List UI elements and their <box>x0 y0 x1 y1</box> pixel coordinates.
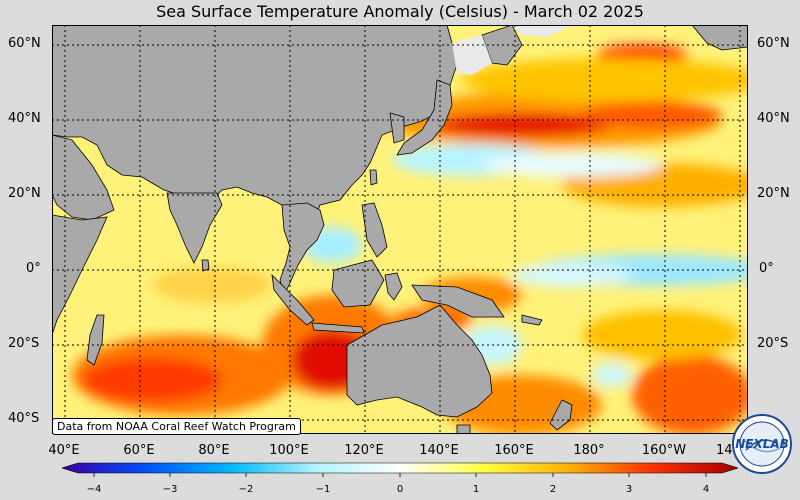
lon-label: 160°E <box>494 443 534 458</box>
colorbar-tick: 0 <box>396 484 404 495</box>
lat-label: 20°N <box>8 186 41 201</box>
colorbar-tick: 1 <box>472 484 480 495</box>
colorbar-tick: 3 <box>625 484 633 495</box>
lat-label: 0° <box>759 261 774 276</box>
lat-label: 20°S <box>8 336 40 351</box>
colorbar-tick: 4 <box>702 484 710 495</box>
lat-label: 40°N <box>8 111 41 126</box>
lat-label: 60°N <box>8 36 41 51</box>
lon-label: 140°E <box>419 443 459 458</box>
colorbar-tick: −4 <box>86 484 102 495</box>
lon-label: 100°E <box>269 443 309 458</box>
lon-label: 40°E <box>48 443 80 458</box>
map-title: Sea Surface Temperature Anomaly (Celsius… <box>156 2 644 21</box>
lon-label: 120°E <box>344 443 384 458</box>
lon-label: 160°W <box>641 443 687 458</box>
lat-label: 20°N <box>757 186 790 201</box>
sst-anomaly-map <box>52 25 748 434</box>
lat-label: 40°N <box>757 111 790 126</box>
nexlab-logo: NEXLAB <box>732 414 792 474</box>
colorbar <box>62 462 738 477</box>
data-credit: Data from NOAA Coral Reef Watch Program <box>52 418 301 435</box>
colorbar-tick: 2 <box>549 484 557 495</box>
lat-label: 40°S <box>8 411 40 426</box>
colorbar-tick: −2 <box>238 484 254 495</box>
colorbar-tick: −1 <box>315 484 331 495</box>
svg-text:NEXLAB: NEXLAB <box>735 437 789 451</box>
lon-label: 180° <box>573 443 605 458</box>
lon-label: 60°E <box>123 443 155 458</box>
colorbar-gradient <box>62 462 738 474</box>
lat-label: 0° <box>26 261 41 276</box>
lon-label: 80°E <box>198 443 230 458</box>
colorbar-tick: −3 <box>162 484 178 495</box>
lat-label: 60°N <box>757 36 790 51</box>
lat-label: 20°S <box>757 336 789 351</box>
